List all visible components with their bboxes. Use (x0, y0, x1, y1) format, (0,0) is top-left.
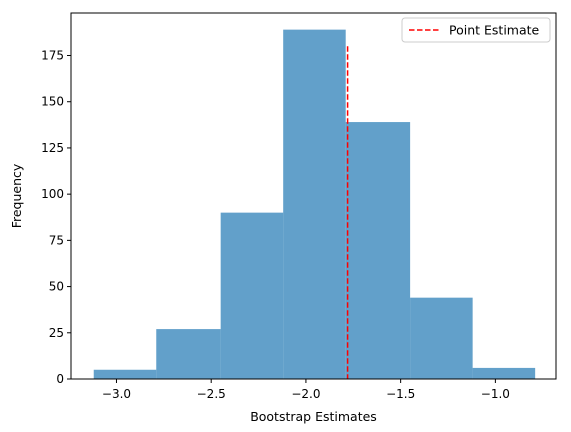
y-axis-ticks: 0 25 50 75 100 125 150 175 (41, 49, 71, 386)
y-tick-label-5: 125 (41, 141, 64, 155)
legend-label: Point Estimate (449, 23, 540, 38)
axes-frame (70, 12, 557, 380)
histogram-bar-5 (410, 297, 473, 379)
x-tick-label-4: −1.0 (481, 387, 510, 401)
x-tick-label-1: −2.5 (197, 387, 226, 401)
y-tick-label-0: 0 (56, 372, 64, 386)
y-tick-label-2: 50 (49, 280, 64, 294)
y-axis-label: Frequency (9, 163, 24, 228)
histogram-bar-1 (156, 329, 221, 379)
x-tick-label-2: −2.0 (291, 387, 320, 401)
y-tick-label-4: 100 (41, 187, 64, 201)
histogram-bar-3 (283, 29, 346, 380)
legend: Point Estimate (401, 17, 551, 43)
y-tick-label-7: 175 (41, 49, 64, 63)
histogram-bar-6 (472, 367, 536, 379)
legend-box (401, 17, 551, 43)
x-axis-label: Bootstrap Estimates (250, 409, 377, 424)
y-tick-label-3: 75 (49, 233, 64, 247)
histogram-bars (93, 29, 536, 380)
histogram-bar-2 (220, 212, 284, 379)
histogram-bar-4 (345, 122, 411, 379)
histogram-bar-0 (93, 369, 157, 379)
x-axis-ticks: −3.0 −2.5 −2.0 −1.5 −1.0 (102, 379, 510, 401)
y-tick-label-6: 150 (41, 95, 64, 109)
y-tick-label-1: 25 (49, 326, 64, 340)
x-tick-label-0: −3.0 (102, 387, 131, 401)
x-tick-label-3: −1.5 (386, 387, 415, 401)
